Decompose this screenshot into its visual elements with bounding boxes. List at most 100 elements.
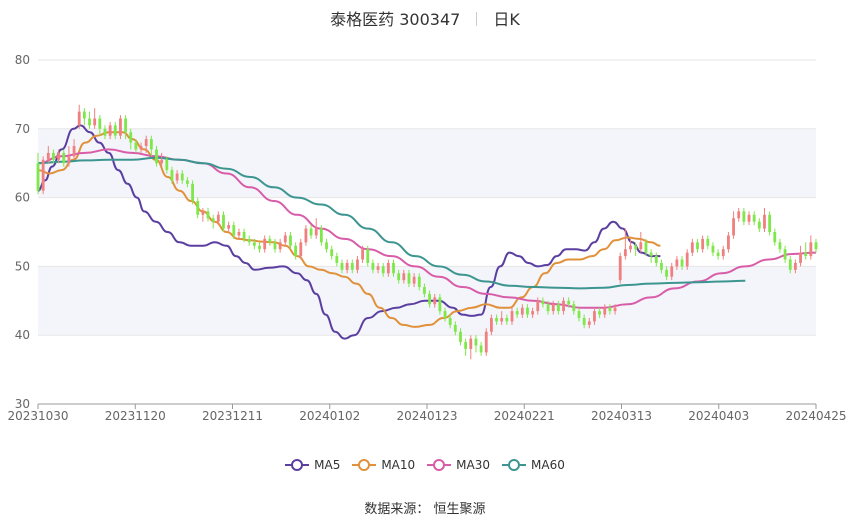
candle-down xyxy=(88,111,91,129)
candle-body xyxy=(556,304,560,312)
candle-body xyxy=(531,311,535,315)
candle-up xyxy=(376,262,380,274)
y-tick-label: 60 xyxy=(15,191,30,205)
candle-body xyxy=(67,156,71,164)
candle-body xyxy=(155,149,158,164)
candle-body xyxy=(505,318,509,322)
candle-down xyxy=(335,252,339,267)
candle-body xyxy=(216,214,220,222)
candle-body xyxy=(603,307,607,315)
candle-body xyxy=(119,118,122,136)
candle-down xyxy=(397,269,401,284)
candle-body xyxy=(428,293,431,305)
x-tick-label: 20231030 xyxy=(7,409,68,423)
legend-item-ma30[interactable]: MA30 xyxy=(427,458,490,472)
candle-body xyxy=(515,311,519,315)
legend-item-ma5[interactable]: MA5 xyxy=(285,458,340,472)
candle-body xyxy=(278,242,282,250)
candle-down xyxy=(541,297,545,308)
candle-body xyxy=(289,235,292,246)
candle-up xyxy=(201,207,205,222)
candle-up xyxy=(809,235,813,260)
candle-body xyxy=(742,211,746,222)
candle-body xyxy=(381,266,385,274)
legend-swatch xyxy=(352,458,377,472)
legend-item-ma60[interactable]: MA60 xyxy=(502,458,565,472)
candle-down xyxy=(757,218,761,232)
candle-up xyxy=(562,297,565,315)
x-tick-label: 20240102 xyxy=(299,409,360,423)
candle-body xyxy=(175,173,179,181)
source-note: 数据来源： 恒生聚源 xyxy=(364,502,486,517)
candle-body xyxy=(129,132,133,143)
candle-down xyxy=(680,256,684,270)
candle-up xyxy=(737,207,741,222)
candle-down xyxy=(211,214,215,229)
candle-body xyxy=(526,307,529,315)
candle-body xyxy=(464,342,468,349)
candle-body xyxy=(711,245,715,253)
candle-body xyxy=(541,300,545,305)
candle-down xyxy=(340,259,344,274)
candle-down xyxy=(294,242,298,260)
candle-body xyxy=(593,311,596,322)
candle-body xyxy=(634,245,638,250)
candle-body xyxy=(675,259,679,267)
candle-body xyxy=(510,311,514,322)
candle-up xyxy=(263,235,267,253)
candle-body xyxy=(361,249,365,260)
candle-body xyxy=(170,170,174,181)
candle-down xyxy=(742,207,746,226)
candle-body xyxy=(108,125,112,136)
candle-body xyxy=(392,262,395,274)
candle-up xyxy=(299,238,303,260)
candle-body xyxy=(304,228,308,243)
candle-body xyxy=(788,259,792,270)
candle-down xyxy=(330,245,334,260)
candle-up xyxy=(283,232,287,246)
candle-body xyxy=(763,214,766,229)
candle-body xyxy=(325,242,328,250)
candle-down xyxy=(459,328,462,346)
legend-swatch xyxy=(427,458,452,472)
candle-body xyxy=(407,273,411,284)
candle-up xyxy=(216,211,220,226)
chart-title: 泰格医药 300347 日K xyxy=(0,6,850,30)
candle-down xyxy=(149,135,153,157)
candle-up xyxy=(618,252,622,284)
candle-up xyxy=(639,232,643,253)
candle-down xyxy=(443,307,447,322)
x-tick-label: 20240425 xyxy=(785,409,846,423)
x-tick-label: 20240313 xyxy=(591,409,652,423)
candle-body xyxy=(536,300,540,312)
candle-down xyxy=(371,259,375,274)
candle-body xyxy=(139,146,143,150)
x-tick-label: 20240123 xyxy=(396,409,457,423)
candle-up xyxy=(747,211,751,226)
candle-down xyxy=(453,321,457,336)
candle-body xyxy=(299,242,303,257)
candle-body xyxy=(149,139,153,150)
candle-down xyxy=(778,238,782,253)
candle-down xyxy=(526,304,529,318)
candle-body xyxy=(350,262,354,270)
candle-down xyxy=(309,225,313,239)
candle-down xyxy=(392,259,395,277)
candle-body xyxy=(618,256,622,281)
candle-body xyxy=(41,159,45,191)
candle-body xyxy=(732,218,735,236)
candle-up xyxy=(345,259,349,274)
candle-body xyxy=(371,262,375,270)
candle-up xyxy=(139,142,143,153)
candle-body xyxy=(479,345,483,353)
candle-up xyxy=(361,245,365,263)
candle-body xyxy=(443,311,447,318)
candle-up xyxy=(623,228,627,260)
candle-up xyxy=(93,108,97,129)
candle-body xyxy=(180,173,184,181)
candle-body xyxy=(335,256,339,263)
candle-down xyxy=(479,342,483,356)
candle-down xyxy=(448,314,452,329)
candle-down xyxy=(788,256,792,274)
legend-item-ma10[interactable]: MA10 xyxy=(352,458,415,472)
